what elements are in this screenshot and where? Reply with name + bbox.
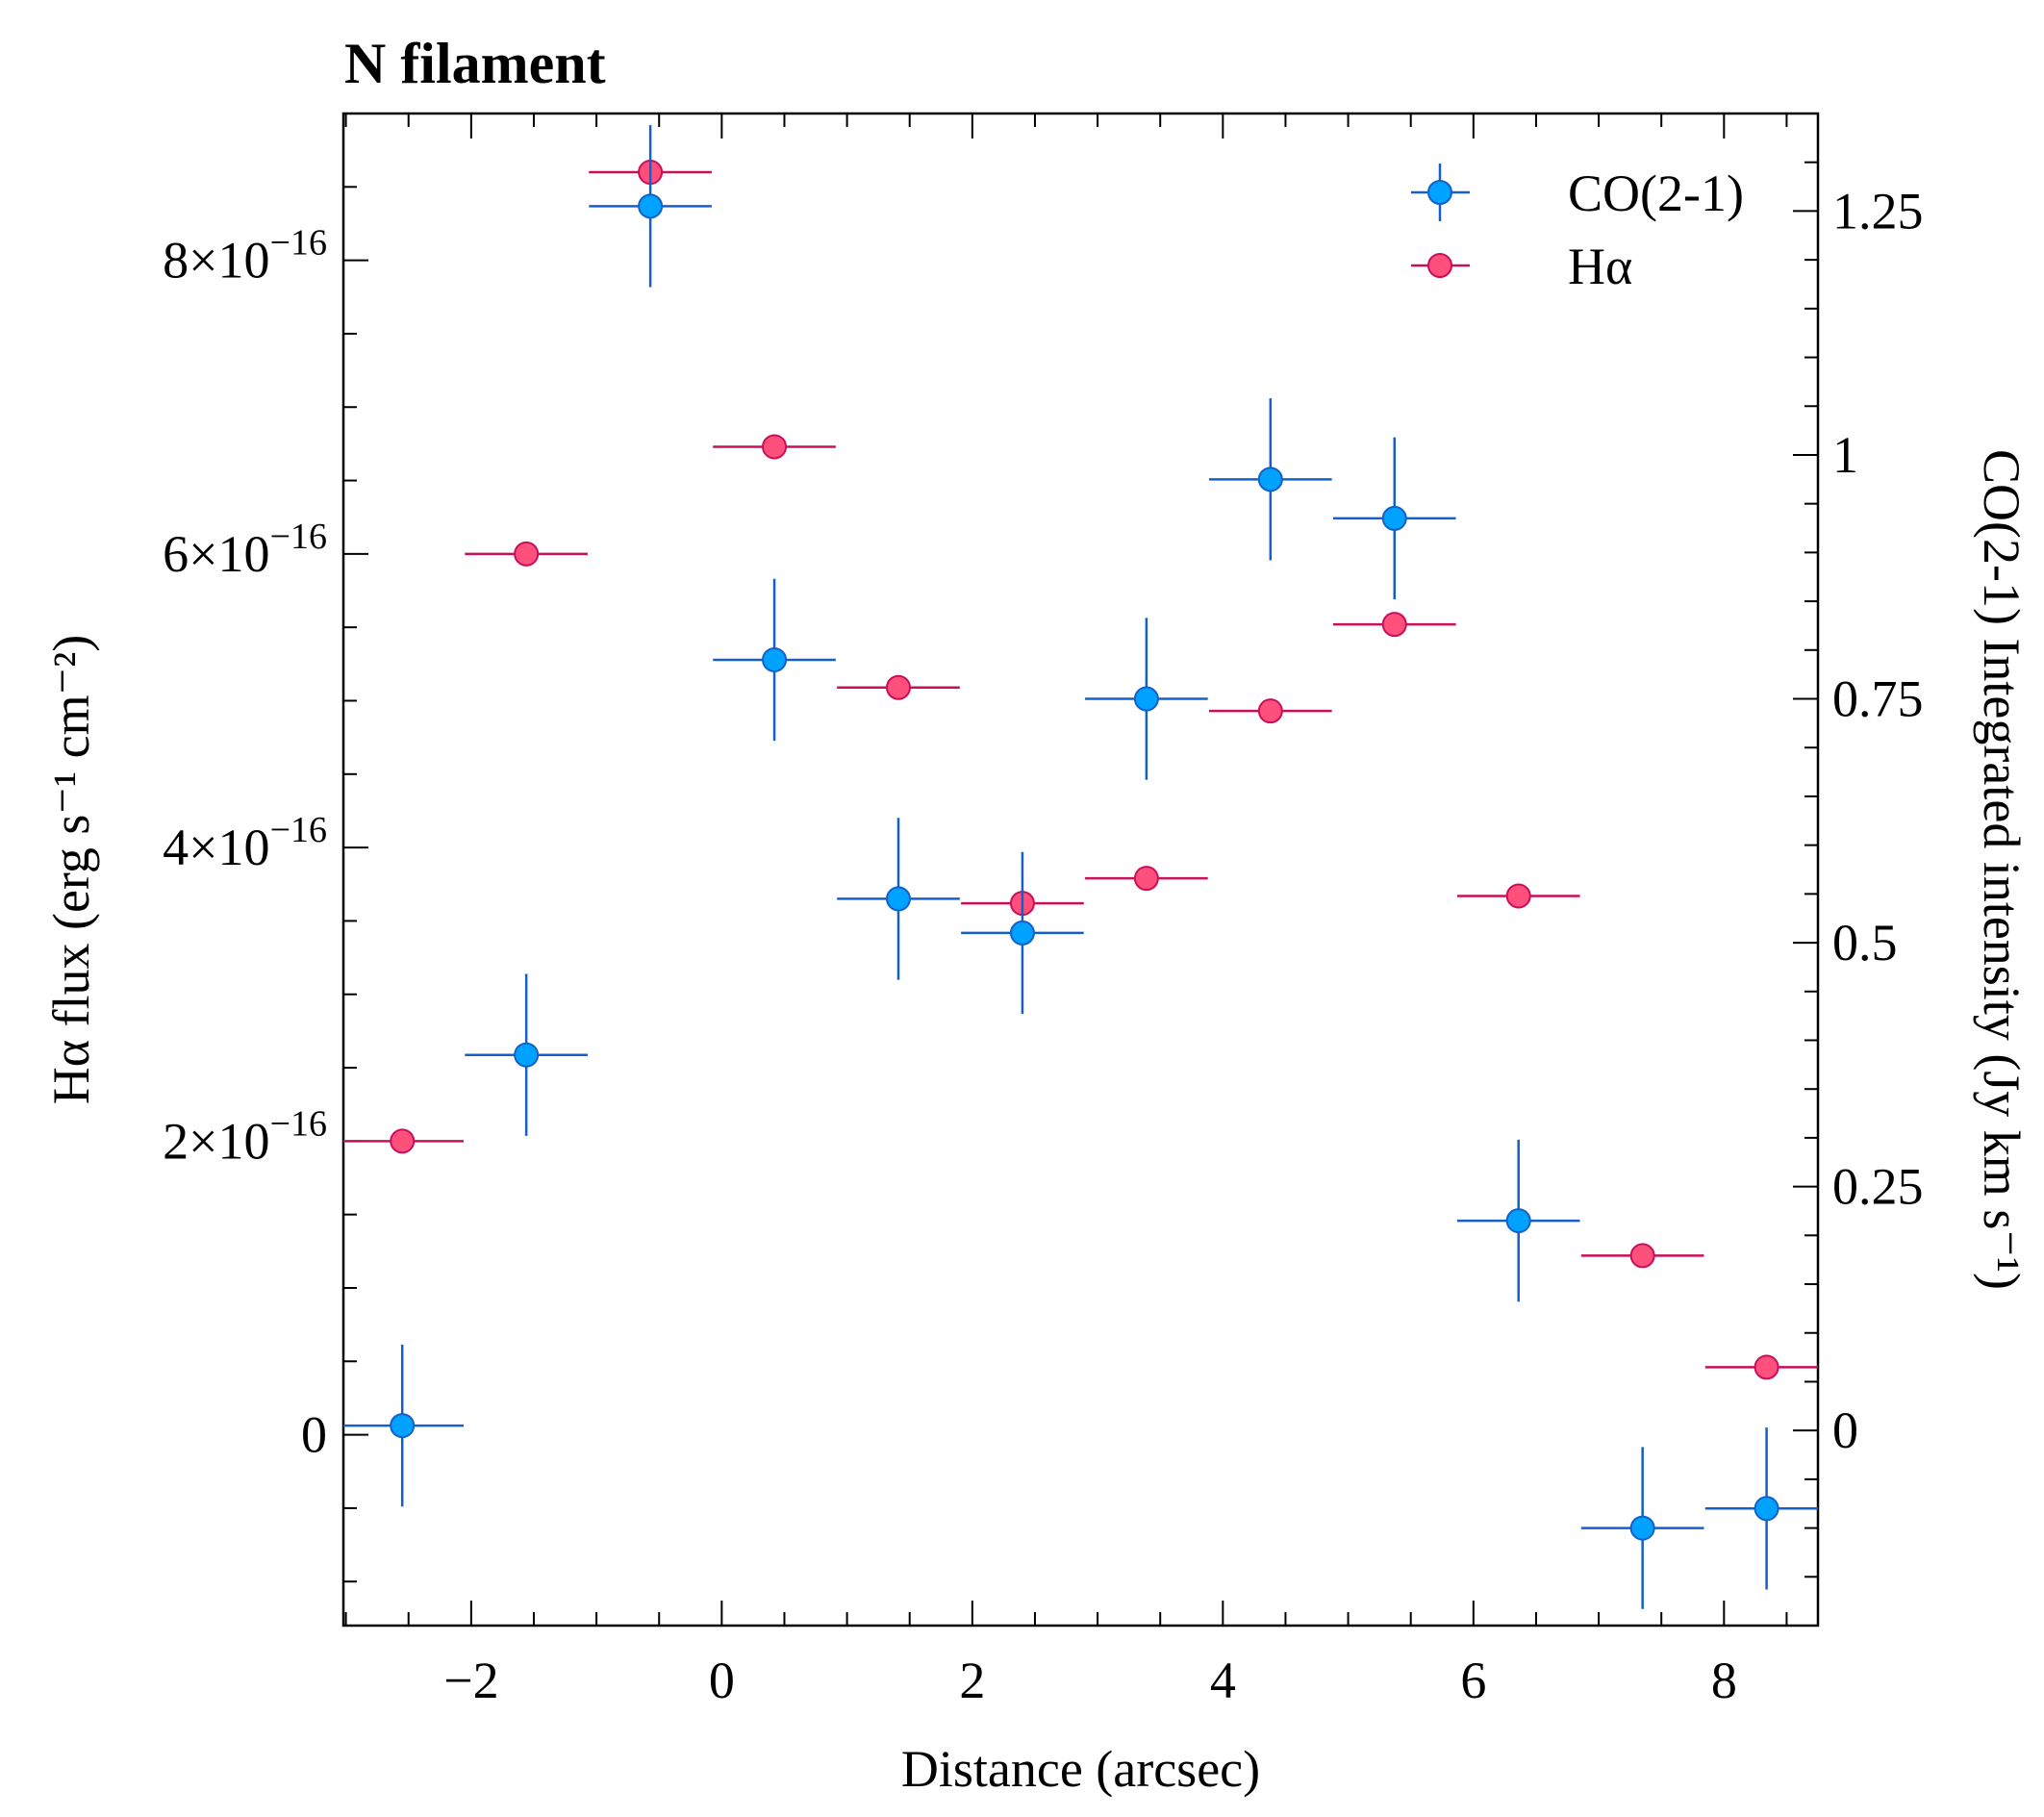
data-point bbox=[1009, 920, 1035, 946]
right-tick-label: 0.5 bbox=[1832, 914, 1898, 972]
plot-frame bbox=[341, 112, 1820, 1628]
tick-exponent: −16 bbox=[270, 223, 327, 264]
series-co21 bbox=[343, 125, 1818, 1609]
data-point bbox=[1257, 467, 1283, 492]
data-point bbox=[1629, 1243, 1655, 1269]
data-point bbox=[390, 1128, 416, 1154]
data-point bbox=[762, 434, 788, 460]
data-point bbox=[1133, 866, 1159, 892]
legend-halpha: Hα bbox=[1411, 238, 1632, 295]
right-tick-label: 0 bbox=[1832, 1401, 1858, 1459]
left-axis-title: Hα flux (erg s⁻¹ cm⁻²) bbox=[42, 635, 100, 1105]
data-point bbox=[1754, 1354, 1779, 1380]
right-tick-label: 0.25 bbox=[1832, 1158, 1924, 1216]
data-point bbox=[390, 1413, 416, 1439]
left-tick-label: 6×10−16 bbox=[163, 517, 327, 583]
x-axis-title: Distance (arcsec) bbox=[901, 1740, 1260, 1798]
data-point bbox=[1133, 686, 1159, 712]
data-point bbox=[885, 886, 911, 912]
x-tick-label: 2 bbox=[959, 1652, 985, 1709]
tick-exponent: −16 bbox=[270, 810, 327, 850]
tick-mantissa: 2×10 bbox=[163, 1112, 269, 1170]
right-tick-label: 0.75 bbox=[1832, 670, 1924, 728]
data-point bbox=[1505, 883, 1531, 909]
chart-title: N filament bbox=[344, 32, 606, 95]
legend-marker bbox=[1427, 180, 1452, 205]
left-tick-label: 2×10−16 bbox=[163, 1103, 327, 1170]
data-point bbox=[1505, 1208, 1531, 1234]
data-point bbox=[1754, 1496, 1779, 1522]
data-point bbox=[638, 193, 664, 219]
legend-label: Hα bbox=[1568, 238, 1632, 295]
tick-mantissa: 6×10 bbox=[163, 525, 269, 583]
data-point bbox=[762, 646, 788, 672]
data-point bbox=[1381, 612, 1407, 638]
left-tick-label: 4×10−16 bbox=[163, 810, 327, 876]
tick-mantissa: 4×10 bbox=[163, 819, 269, 876]
x-tick-label: −2 bbox=[443, 1652, 498, 1709]
right-tick-label: 1 bbox=[1832, 426, 1858, 484]
legend-label: CO(2-1) bbox=[1568, 164, 1744, 222]
data-point bbox=[514, 1042, 540, 1068]
left-tick-label: 0 bbox=[301, 1406, 327, 1464]
left-tick-label: 8×10−16 bbox=[163, 223, 327, 290]
tick-mantissa: 8×10 bbox=[163, 232, 269, 290]
data-point bbox=[1257, 698, 1283, 724]
data-point bbox=[1381, 505, 1407, 531]
tick-exponent: −16 bbox=[270, 517, 327, 557]
tick-mantissa: 0 bbox=[301, 1406, 327, 1464]
right-axis-title: CO(2-1) Integrated intensity (Jy km s⁻¹) bbox=[1973, 449, 2031, 1290]
series-halpha bbox=[343, 160, 1818, 1380]
x-tick-label: 0 bbox=[709, 1652, 735, 1709]
legend-marker bbox=[1427, 253, 1452, 278]
x-tick-label: 8 bbox=[1711, 1652, 1737, 1709]
right-tick-label: 1.25 bbox=[1832, 182, 1924, 240]
legend: CO(2-1) Hα bbox=[1411, 164, 1744, 295]
data-point bbox=[885, 674, 911, 700]
tick-exponent: −16 bbox=[270, 1103, 327, 1144]
data-point bbox=[1629, 1515, 1655, 1541]
legend-co21: CO(2-1) bbox=[1411, 164, 1744, 222]
data-point bbox=[514, 541, 540, 567]
x-tick-label: 4 bbox=[1210, 1652, 1236, 1709]
x-tick-label: 6 bbox=[1460, 1652, 1486, 1709]
